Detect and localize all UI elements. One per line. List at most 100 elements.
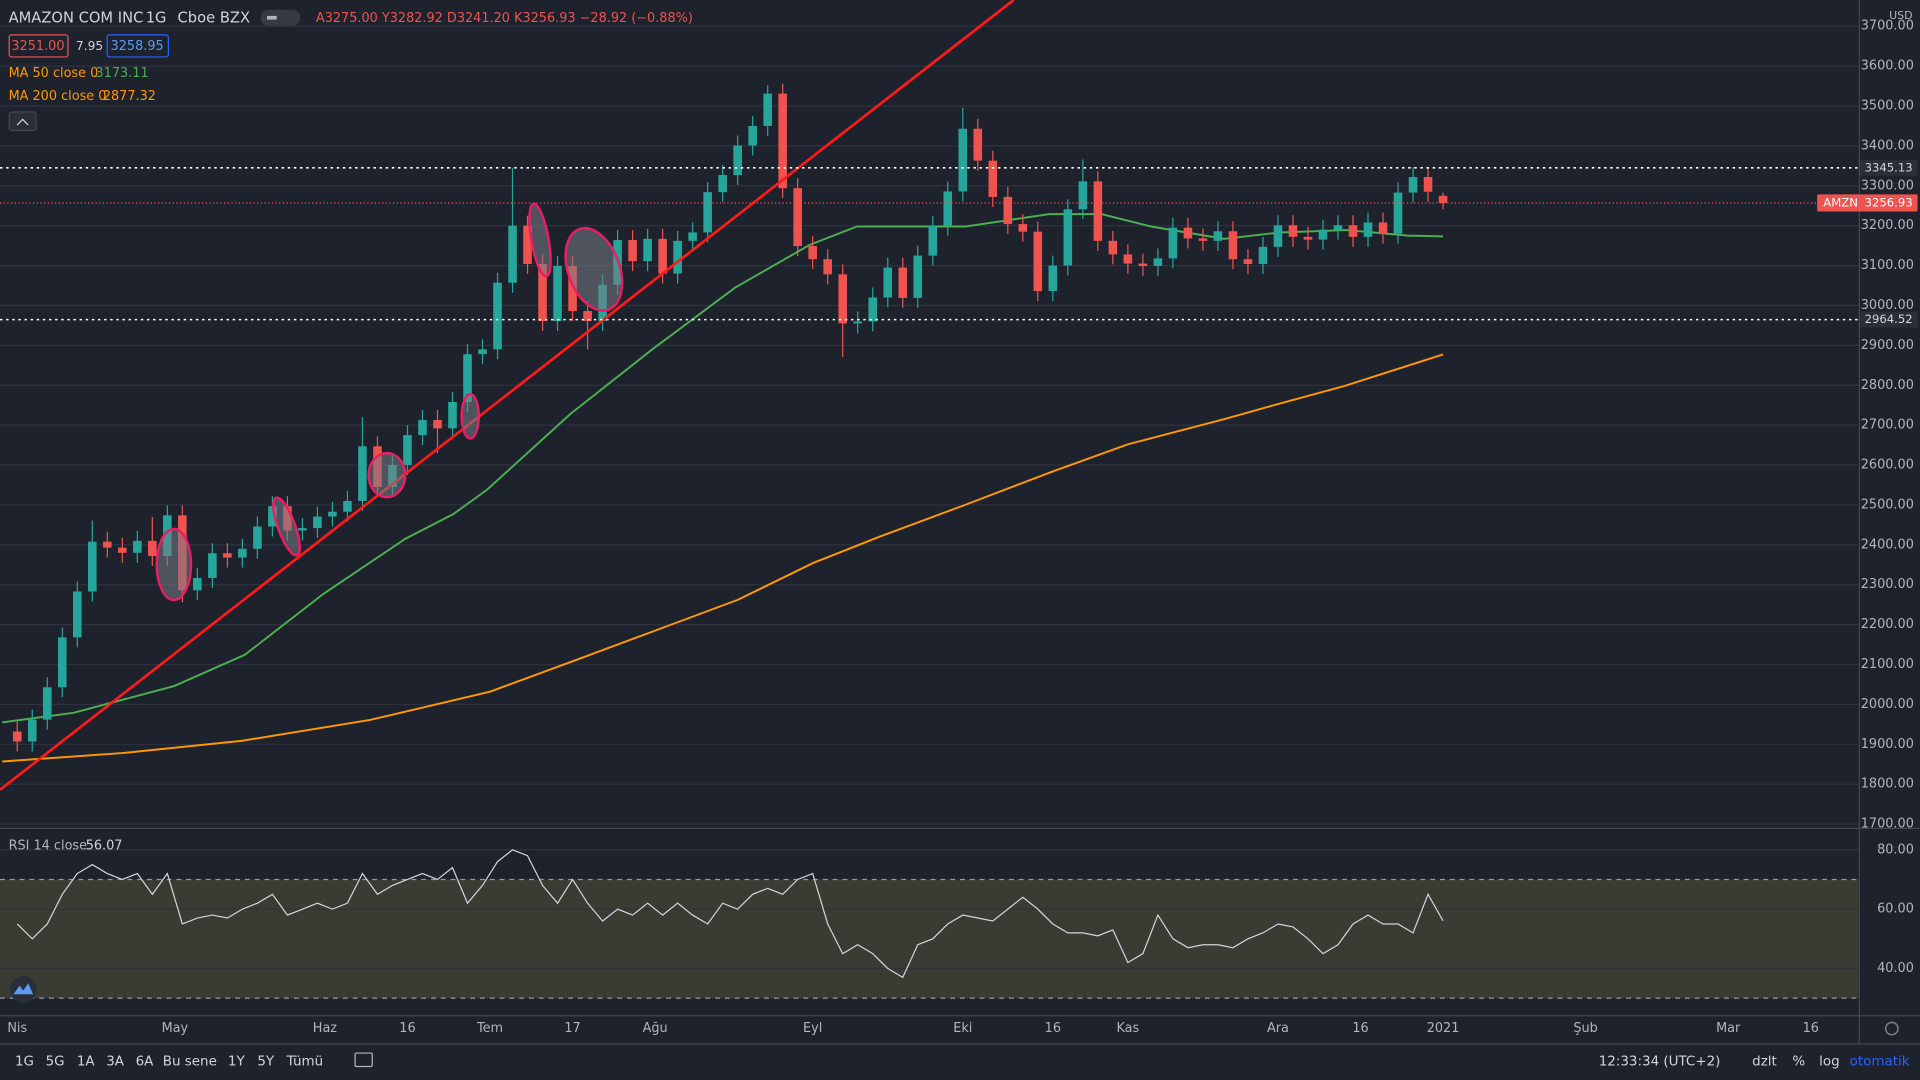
candle-body — [973, 128, 983, 161]
candle-body — [928, 225, 938, 256]
candle-body — [688, 232, 697, 241]
visibility-toggle[interactable] — [260, 9, 300, 26]
x-tick-label: Ara — [1267, 1021, 1289, 1036]
y-tick-label: 3700.00 — [1861, 19, 1914, 34]
candle-body — [148, 540, 157, 557]
candle-body — [193, 577, 202, 591]
candle-body — [703, 192, 712, 233]
annotations — [155, 202, 633, 602]
range-button[interactable]: 1A — [77, 1055, 96, 1070]
toggle-icon — [266, 15, 277, 20]
range-button[interactable]: 3A — [106, 1055, 125, 1070]
candle-body — [583, 311, 592, 322]
candle-body — [658, 238, 667, 274]
y-tick-label: 1700.00 — [1861, 817, 1914, 832]
scale-option[interactable]: dzlt — [1752, 1055, 1777, 1070]
logo[interactable] — [9, 975, 37, 1003]
x-tick-label: 16 — [1045, 1021, 1061, 1036]
bid-box[interactable] — [8, 34, 69, 58]
collapse-button[interactable] — [8, 111, 37, 132]
y-tick-label: 2000.00 — [1861, 697, 1914, 712]
settings-icon[interactable] — [1884, 1021, 1899, 1036]
candle-body — [733, 145, 742, 176]
axes: 1700.00 1800.00 1900.00 2000.00 2100.00 2200.… — [7, 19, 1918, 1036]
y-tick-label: 2100.00 — [1861, 657, 1914, 672]
scale-option[interactable]: otomatik — [1850, 1055, 1910, 1070]
price-pane — [0, 0, 1859, 825]
candle-body — [673, 240, 682, 274]
clock: 12:33:34 (UTC+2) — [1599, 1055, 1721, 1070]
y-tick-label: 2300.00 — [1861, 577, 1914, 592]
ellipse-annotation[interactable] — [155, 527, 193, 602]
range-button[interactable]: 1Y — [228, 1055, 246, 1070]
candle-body — [568, 265, 577, 312]
ellipse-annotation[interactable] — [555, 220, 633, 318]
y-tick-label: 2400.00 — [1861, 537, 1914, 552]
candle-body — [313, 516, 322, 529]
candle-body — [988, 160, 998, 197]
range-button[interactable]: 5G — [46, 1055, 65, 1070]
date-range-icon[interactable] — [354, 1052, 373, 1068]
range-button[interactable]: 1G — [15, 1055, 34, 1070]
y-tick-label: 3000.00 — [1861, 298, 1914, 313]
candle-body — [823, 259, 832, 275]
x-tick-label: Tem — [476, 1021, 503, 1036]
candle-body — [27, 719, 37, 742]
candle-body — [1033, 231, 1043, 292]
candle-body — [403, 435, 412, 466]
y-tick-label: 3200.00 — [1861, 218, 1914, 233]
y-tick-label: 2500.00 — [1861, 497, 1914, 512]
candle-body — [73, 591, 82, 638]
candle-body — [1063, 209, 1073, 266]
moving-average-line — [2, 353, 1444, 763]
scale-option[interactable]: % — [1792, 1055, 1805, 1070]
candle-body — [42, 687, 52, 720]
x-tick-label: Haz — [313, 1021, 338, 1036]
candle-body — [223, 553, 232, 558]
candle-body — [1363, 222, 1373, 237]
candle-body — [718, 175, 727, 193]
candle-body — [253, 526, 262, 549]
moving-average-line — [2, 213, 1444, 724]
ask-box[interactable] — [106, 34, 169, 58]
ohlc-values: A3275.00 Y3282.92 D3241.20 K3256.93 −28.… — [316, 11, 693, 26]
candle-body — [643, 238, 652, 262]
y-tick-label: 2200.00 — [1861, 617, 1914, 632]
ellipse-annotation[interactable] — [460, 393, 480, 440]
rsi-value: 56.07 — [86, 839, 123, 854]
candle-body — [1018, 224, 1028, 232]
candle-body — [133, 540, 142, 553]
candle-body — [328, 511, 337, 517]
y-tick-label: 2700.00 — [1861, 418, 1914, 433]
x-tick-label: 16 — [1352, 1021, 1368, 1036]
range-button[interactable]: Tümü — [286, 1055, 324, 1070]
candle-body — [448, 402, 457, 429]
candle-body — [1078, 181, 1088, 210]
range-button[interactable]: Bu sene — [163, 1055, 217, 1070]
interval[interactable]: 1G — [146, 9, 167, 26]
candle-body — [1348, 225, 1358, 237]
scale-option[interactable]: log — [1819, 1055, 1840, 1070]
candle-body — [478, 349, 487, 355]
ma200-value: 2877.32 — [103, 89, 156, 104]
x-tick-label: Eyl — [803, 1021, 822, 1036]
y-tick-label: 3300.00 — [1861, 178, 1914, 193]
candle-body — [628, 240, 637, 262]
y-tick-label: 3600.00 — [1861, 59, 1914, 74]
candle-body — [1273, 225, 1283, 247]
range-button[interactable]: 5Y — [257, 1055, 275, 1070]
x-tick-label: May — [162, 1021, 189, 1036]
exchange: Cboe BZX — [178, 9, 250, 26]
range-button[interactable]: 6A — [136, 1055, 155, 1070]
candle-body — [538, 263, 547, 322]
candle-body — [808, 246, 817, 260]
ellipse-annotation[interactable] — [525, 202, 555, 278]
candle-body — [793, 188, 802, 247]
ellipse-annotation[interactable] — [268, 495, 305, 558]
candle-body — [1258, 246, 1268, 264]
ellipse-annotation[interactable] — [367, 451, 407, 499]
y-tick-label: 2900.00 — [1861, 338, 1914, 353]
candle-body — [433, 419, 442, 429]
